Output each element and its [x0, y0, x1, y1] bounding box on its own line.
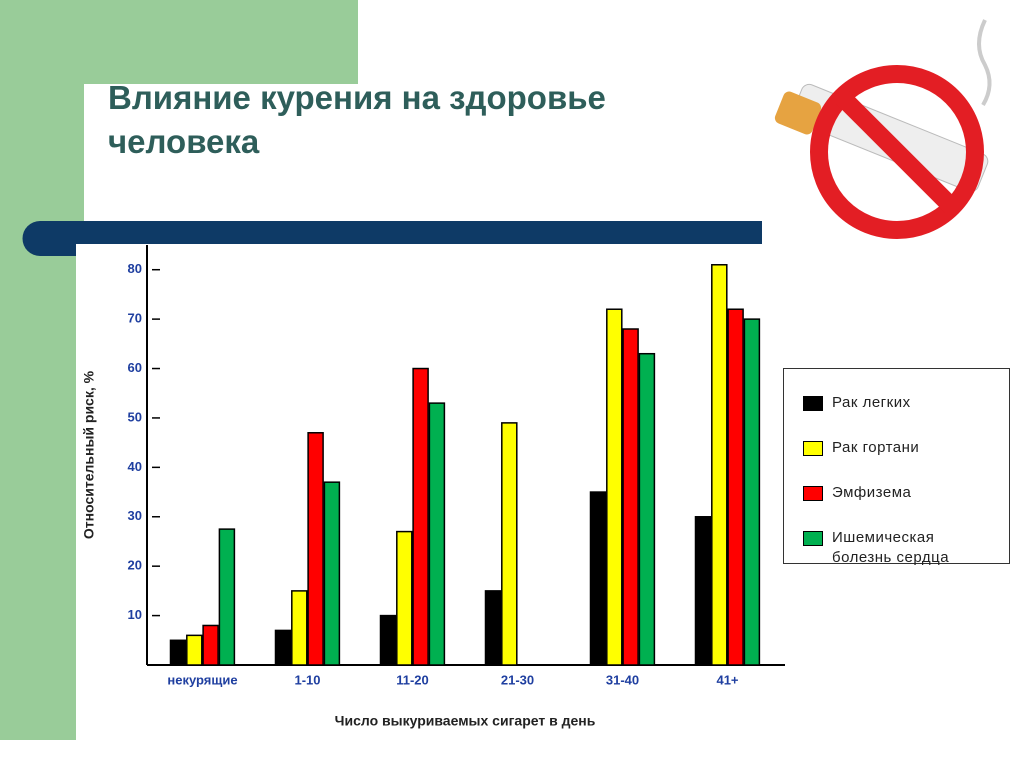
bar — [589, 491, 607, 666]
x-tick-label: 1-10 — [294, 672, 320, 687]
bar — [396, 530, 413, 666]
x-tick-label: 11-20 — [396, 672, 429, 687]
bar — [274, 629, 292, 666]
legend-swatch — [803, 396, 823, 411]
legend-label: Рак гортани — [832, 439, 920, 456]
y-tick-label: 70 — [128, 311, 142, 326]
legend-label: Рак легких — [832, 394, 911, 411]
y-tick-label: 80 — [128, 261, 142, 276]
bar — [379, 614, 397, 666]
legend-entry: Рак легких — [803, 393, 999, 413]
bar — [622, 328, 639, 666]
legend-swatch — [803, 531, 823, 546]
bar — [638, 352, 656, 666]
legend-label: Ишемическая болезнь сердца — [832, 529, 950, 566]
y-tick-label: 10 — [128, 607, 142, 622]
legend-label: Эмфизема — [832, 484, 912, 501]
legend-swatch — [803, 441, 823, 456]
y-tick-label: 50 — [128, 409, 142, 424]
y-tick-label: 20 — [128, 558, 142, 573]
bar — [711, 264, 728, 666]
bar — [169, 639, 187, 666]
legend-entry: Ишемическая болезнь сердца — [803, 528, 999, 568]
bar — [501, 422, 518, 666]
bar — [428, 402, 446, 666]
legend-entry: Рак гортани — [803, 438, 999, 458]
y-axis-label: Относительный риск, % — [81, 370, 97, 539]
slide-title: Влияние курения на здоровье человека — [108, 79, 606, 160]
y-tick-label: 40 — [128, 459, 142, 474]
bar — [307, 432, 324, 666]
bar — [694, 516, 712, 666]
bar — [484, 590, 502, 666]
legend-entry: Эмфизема — [803, 483, 999, 503]
bar — [202, 624, 219, 666]
x-tick-label: 31-40 — [606, 672, 639, 687]
bar — [606, 308, 623, 666]
bar — [291, 590, 308, 666]
x-tick-label: 41+ — [716, 672, 738, 687]
bar — [412, 367, 429, 666]
y-tick-label: 30 — [128, 508, 142, 523]
no-smoking-icon — [774, 19, 992, 239]
y-tick-label: 60 — [128, 360, 142, 375]
legend-swatch — [803, 486, 823, 501]
x-axis-label: Число выкуриваемых сигарет в день — [335, 713, 596, 729]
title-area — [84, 84, 358, 222]
bar — [727, 308, 744, 666]
bar — [186, 634, 203, 666]
x-tick-label: некурящие — [167, 672, 237, 687]
legend: Рак легких Рак гортани Эмфизема Ишемическая… — [783, 368, 1010, 566]
bar — [218, 528, 236, 666]
bar — [323, 481, 341, 666]
bar — [743, 318, 761, 666]
x-tick-label: 21-30 — [501, 672, 534, 687]
decor-strip — [0, 0, 84, 740]
